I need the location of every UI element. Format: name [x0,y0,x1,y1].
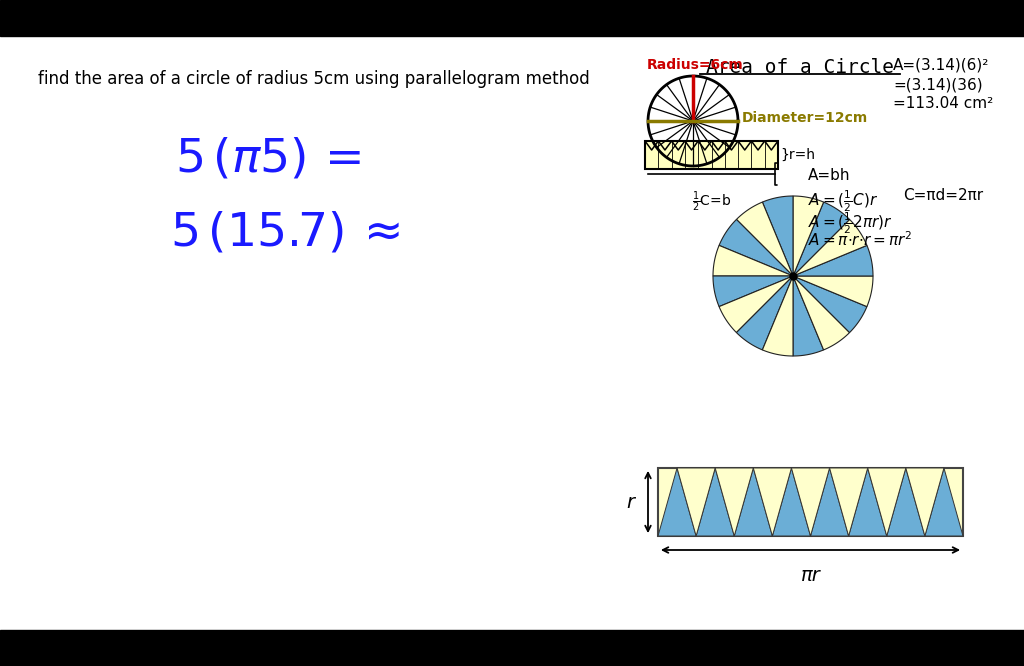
Polygon shape [677,468,715,536]
Bar [0,630,1024,666]
Text: r: r [626,492,634,511]
Polygon shape [792,468,829,536]
Polygon shape [658,468,696,536]
Bar [658,468,963,536]
Polygon shape [849,468,887,536]
Text: $5\,(\pi 5)\,=$: $5\,(\pi 5)\,=$ [175,136,361,181]
Polygon shape [763,276,793,356]
Polygon shape [719,276,793,332]
Polygon shape [793,219,867,276]
Text: πr: πr [801,566,820,585]
Text: C=πd=2πr: C=πd=2πr [903,188,983,203]
Polygon shape [772,468,811,536]
Polygon shape [754,468,792,536]
Polygon shape [715,468,754,536]
Polygon shape [736,202,793,276]
Polygon shape [887,468,925,536]
Text: find the area of a circle of radius 5cm using parallelogram method: find the area of a circle of radius 5cm … [38,70,590,88]
Text: $\frac{1}{2}$C=b: $\frac{1}{2}$C=b [692,190,731,214]
Polygon shape [713,276,793,306]
Polygon shape [793,202,850,276]
Text: Area of a Circle: Area of a Circle [706,58,894,77]
Polygon shape [811,468,849,536]
Polygon shape [906,468,944,536]
Bar [0,0,1024,36]
Text: $A=\pi{\cdot}r{\cdot}r=\pi r^2$: $A=\pi{\cdot}r{\cdot}r=\pi r^2$ [808,230,912,248]
Polygon shape [793,196,823,276]
Text: Radius=6cm: Radius=6cm [647,58,743,72]
Text: =(3.14)(36): =(3.14)(36) [893,77,983,92]
Polygon shape [793,276,850,350]
Polygon shape [763,196,793,276]
Polygon shape [719,219,793,276]
Text: Diameter=12cm: Diameter=12cm [742,111,868,125]
Polygon shape [867,468,906,536]
Polygon shape [736,276,793,350]
Polygon shape [793,245,873,276]
Text: A=bh: A=bh [808,168,851,183]
Text: $A=(\frac{1}{2}2\pi r)r$: $A=(\frac{1}{2}2\pi r)r$ [808,210,893,236]
Polygon shape [696,468,734,536]
Polygon shape [793,276,867,332]
Text: =113.04 cm²: =113.04 cm² [893,96,993,111]
Polygon shape [793,276,823,356]
Text: $5\,(15.7)\,\approx$: $5\,(15.7)\,\approx$ [170,211,399,256]
Bar [645,141,778,169]
Polygon shape [925,468,963,536]
Text: A=(3.14)(6)²: A=(3.14)(6)² [893,58,989,73]
Text: }r=h: }r=h [780,148,815,162]
Polygon shape [734,468,772,536]
Polygon shape [713,245,793,276]
Polygon shape [829,468,867,536]
Polygon shape [793,276,873,306]
Text: $A=(\frac{1}{2}C)r$: $A=(\frac{1}{2}C)r$ [808,188,879,214]
